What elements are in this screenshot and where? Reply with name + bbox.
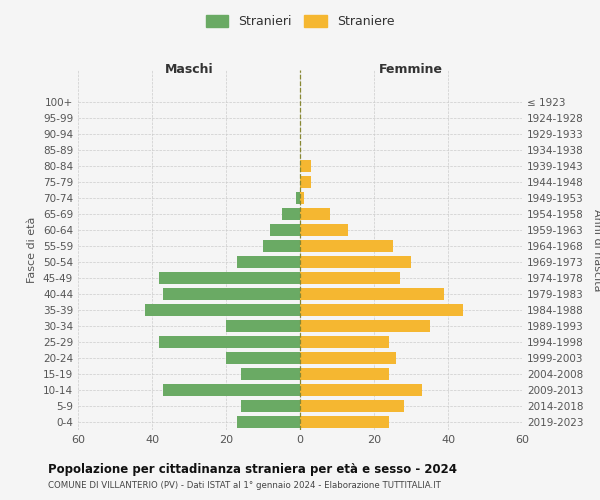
- Bar: [300, 224, 348, 236]
- Bar: [241, 400, 300, 412]
- Bar: [300, 192, 304, 204]
- Bar: [300, 336, 389, 348]
- Bar: [300, 272, 400, 284]
- Bar: [300, 160, 311, 172]
- Bar: [263, 240, 300, 252]
- Bar: [300, 352, 396, 364]
- Bar: [300, 384, 422, 396]
- Bar: [271, 224, 300, 236]
- Bar: [300, 304, 463, 316]
- Bar: [300, 400, 404, 412]
- Bar: [226, 352, 300, 364]
- Bar: [300, 256, 411, 268]
- Bar: [300, 288, 444, 300]
- Bar: [163, 288, 300, 300]
- Text: COMUNE DI VILLANTERIO (PV) - Dati ISTAT al 1° gennaio 2024 - Elaborazione TUTTIT: COMUNE DI VILLANTERIO (PV) - Dati ISTAT …: [48, 481, 441, 490]
- Bar: [163, 384, 300, 396]
- Bar: [145, 304, 300, 316]
- Bar: [160, 272, 300, 284]
- Bar: [160, 336, 300, 348]
- Bar: [300, 240, 392, 252]
- Bar: [300, 176, 311, 188]
- Text: Popolazione per cittadinanza straniera per età e sesso - 2024: Popolazione per cittadinanza straniera p…: [48, 462, 457, 475]
- Legend: Stranieri, Straniere: Stranieri, Straniere: [202, 12, 398, 32]
- Text: Femmine: Femmine: [379, 64, 443, 76]
- Y-axis label: Fasce di età: Fasce di età: [28, 217, 37, 283]
- Bar: [241, 368, 300, 380]
- Bar: [300, 208, 329, 220]
- Bar: [296, 192, 300, 204]
- Bar: [300, 320, 430, 332]
- Bar: [281, 208, 300, 220]
- Text: Maschi: Maschi: [164, 64, 214, 76]
- Bar: [300, 368, 389, 380]
- Bar: [237, 416, 300, 428]
- Bar: [226, 320, 300, 332]
- Y-axis label: Anni di nascita: Anni di nascita: [592, 209, 600, 291]
- Bar: [237, 256, 300, 268]
- Bar: [300, 416, 389, 428]
